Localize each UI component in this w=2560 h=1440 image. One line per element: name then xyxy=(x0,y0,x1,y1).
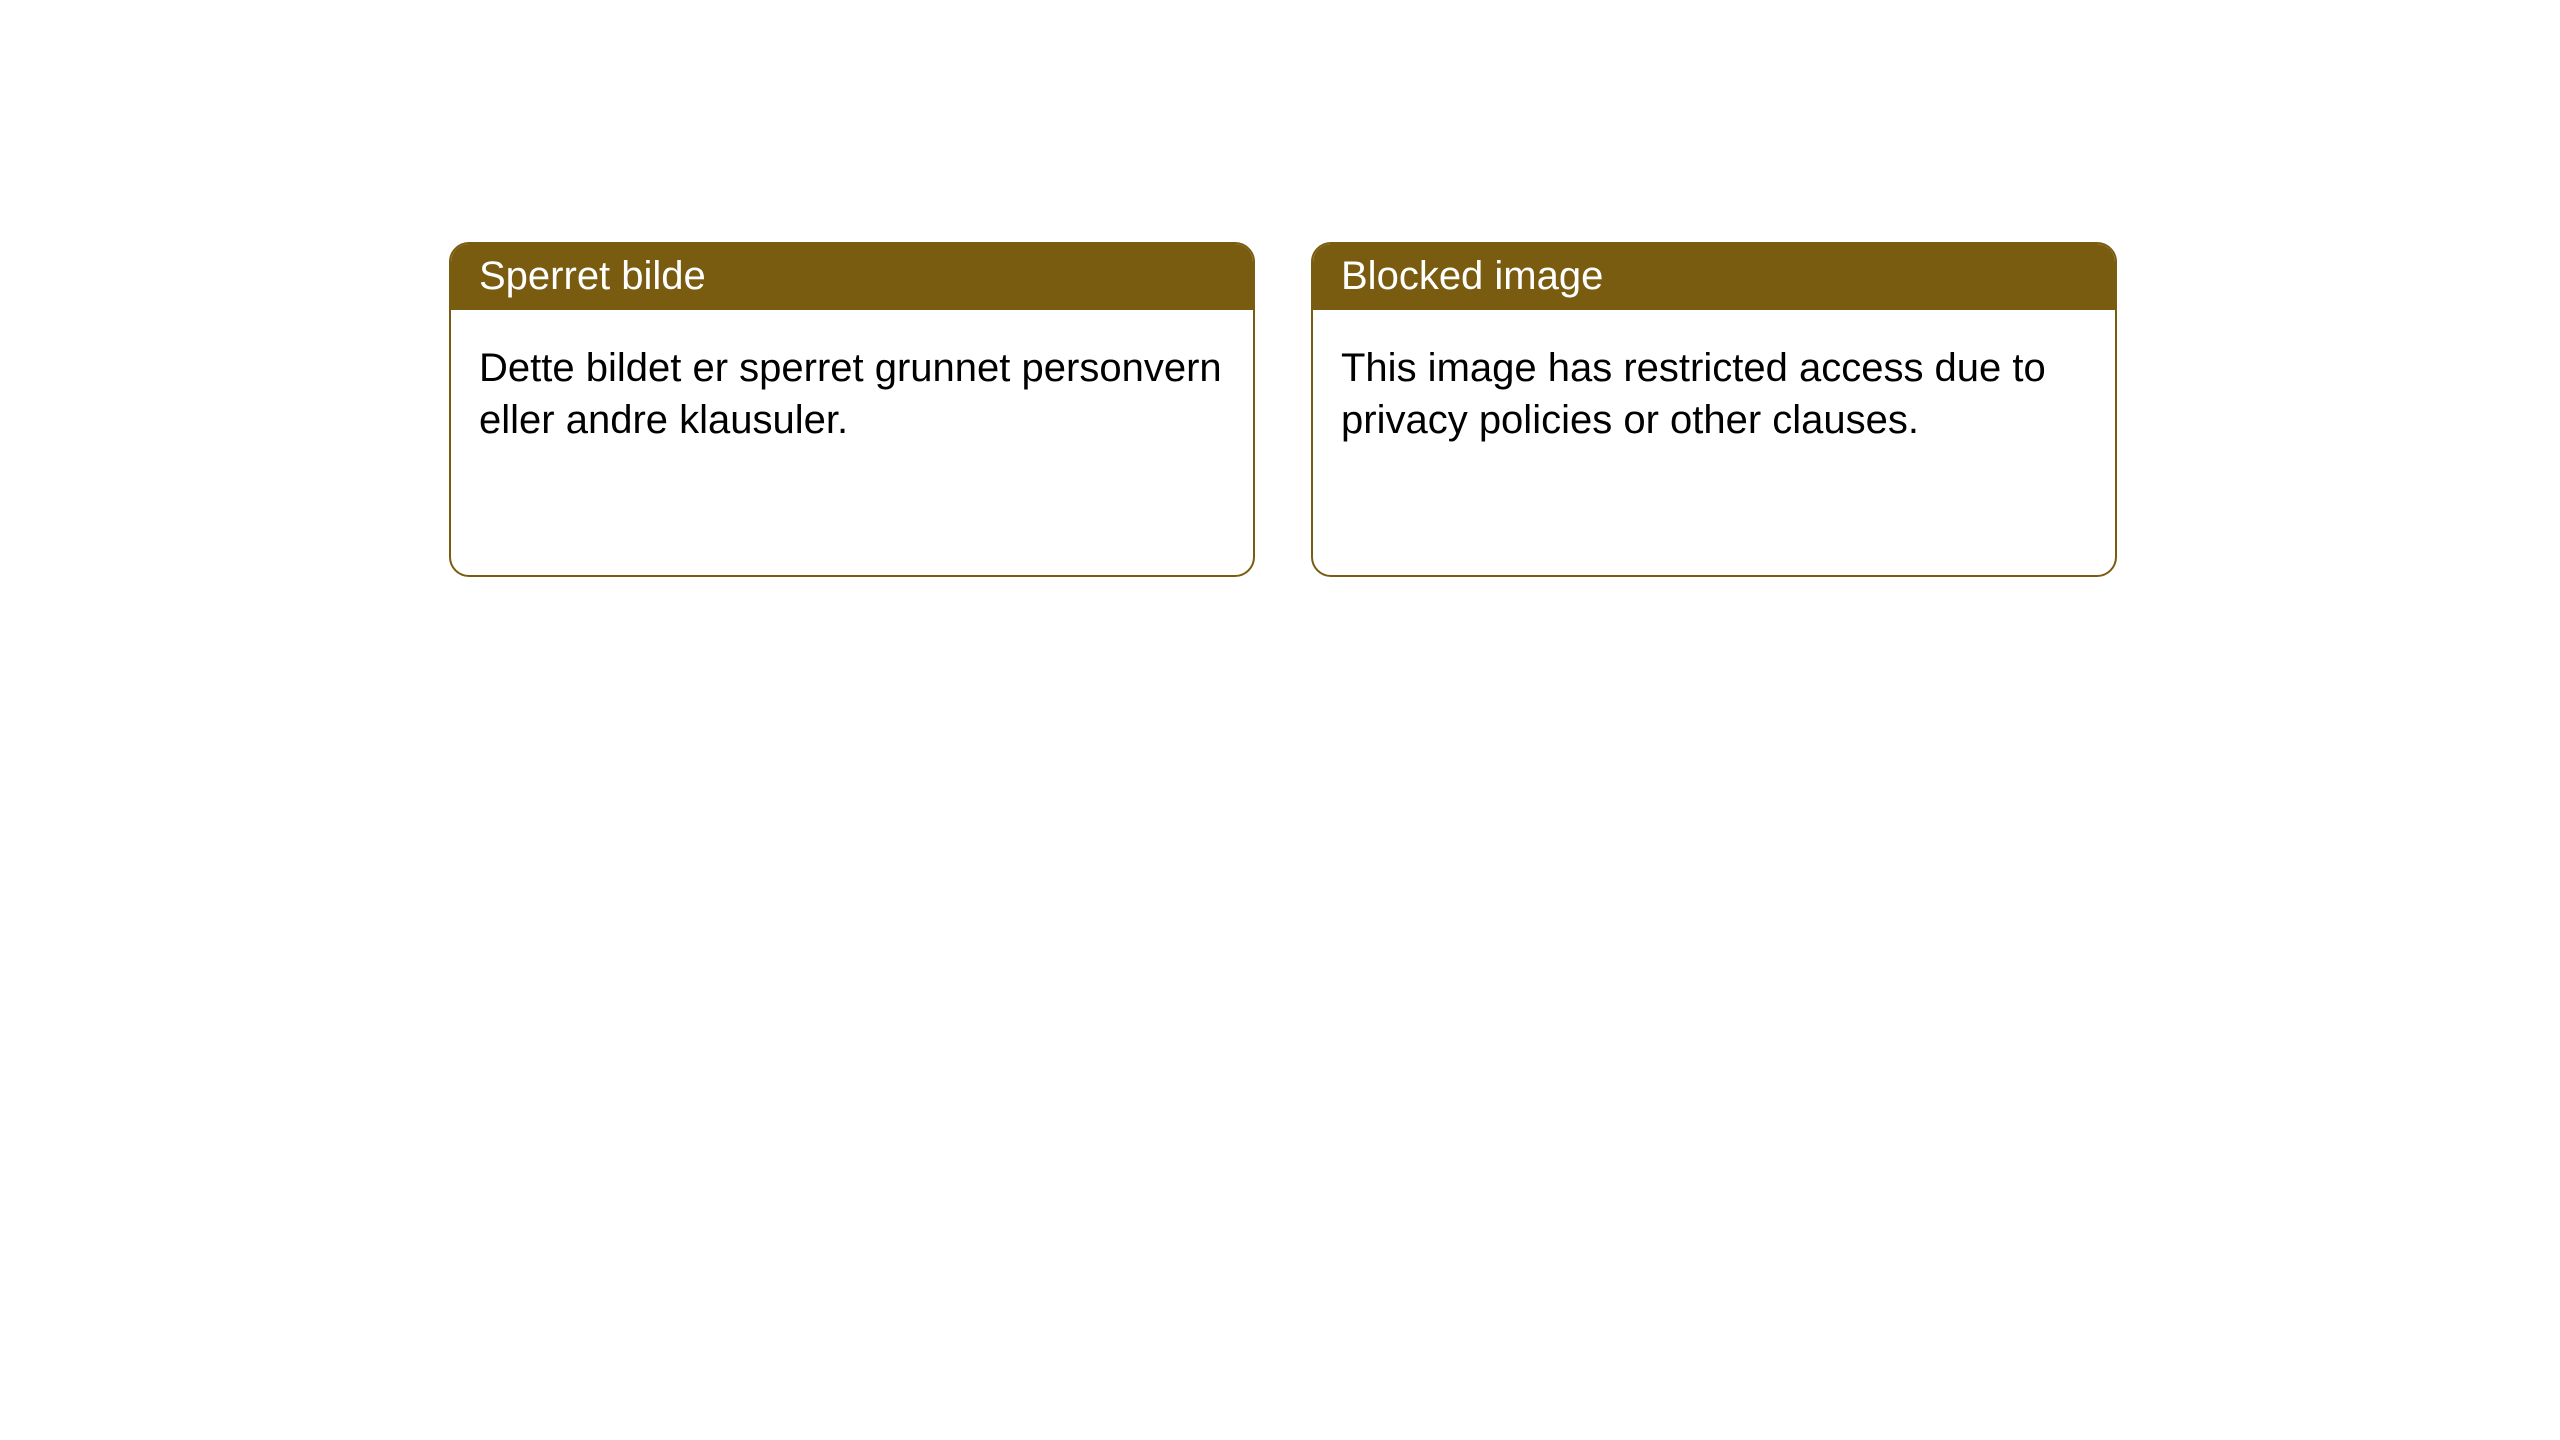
card-english: Blocked image This image has restricted … xyxy=(1311,242,2117,577)
cards-container: Sperret bilde Dette bildet er sperret gr… xyxy=(449,242,2117,577)
card-body-english: This image has restricted access due to … xyxy=(1313,310,2115,478)
card-header-norwegian: Sperret bilde xyxy=(451,244,1253,310)
card-header-english: Blocked image xyxy=(1313,244,2115,310)
card-body-norwegian: Dette bildet er sperret grunnet personve… xyxy=(451,310,1253,478)
card-norwegian: Sperret bilde Dette bildet er sperret gr… xyxy=(449,242,1255,577)
